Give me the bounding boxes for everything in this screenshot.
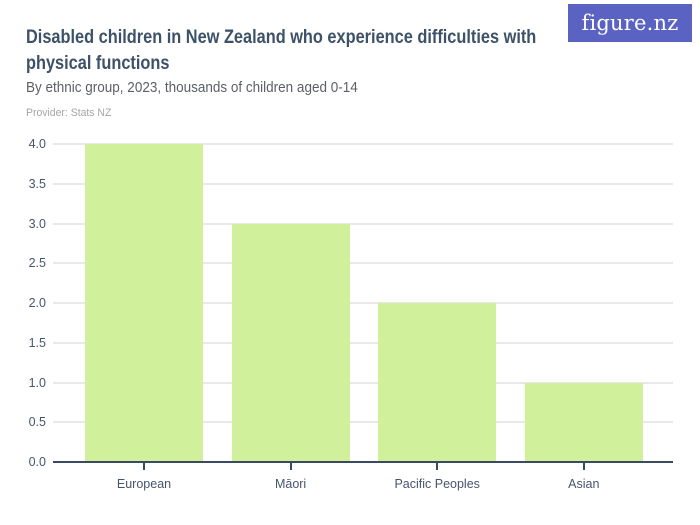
x-axis-tick <box>436 463 439 470</box>
bar-pacific-peoples <box>378 303 497 462</box>
gridline <box>53 341 673 344</box>
x-axis-category-label: Asian <box>568 477 600 491</box>
bar-asian <box>524 382 643 462</box>
x-axis-category-label: Pacific Peoples <box>394 477 480 491</box>
gridline <box>53 143 673 145</box>
y-axis-tick-label: 2.5 <box>28 256 46 271</box>
gridline <box>53 381 673 384</box>
chart-title: Disabled children in New Zealand who exp… <box>26 25 619 77</box>
provider-label: Provider: Stats NZ <box>26 107 112 119</box>
figure-nz-logo-text: figure.nz <box>581 11 679 35</box>
y-axis-tick-label: 1.0 <box>28 375 46 390</box>
y-axis-tick-label: 0.0 <box>28 455 46 469</box>
y-axis-tick-label: 3.5 <box>28 176 46 191</box>
x-axis-line <box>53 461 673 463</box>
y-axis-tick-label: 2.0 <box>28 296 46 310</box>
bar-european <box>85 144 203 462</box>
chart-title-line-1: Disabled children in New Zealand who exp… <box>26 27 537 48</box>
bar-m-ori <box>231 223 350 462</box>
gridline <box>53 421 673 424</box>
gridline <box>53 182 673 185</box>
chart-title-line-2: physical functions <box>26 53 170 74</box>
y-axis-tick-label: 1.5 <box>28 335 46 350</box>
x-axis-tick <box>289 463 292 470</box>
x-axis-category-label: Māori <box>274 477 307 491</box>
x-axis-tick <box>582 463 585 470</box>
y-axis-tick-label: 3.0 <box>28 216 46 231</box>
x-axis-tick <box>143 463 145 470</box>
figure-nz-logo[interactable]: figure.nz <box>568 4 692 42</box>
gridline <box>53 302 673 304</box>
y-axis-tick-label: 0.5 <box>28 415 46 430</box>
chart-subtitle: By ethnic group, 2023, thousands of chil… <box>26 79 358 96</box>
gridline <box>53 262 673 265</box>
y-axis-tick-label: 4.0 <box>28 137 46 151</box>
gridline <box>53 222 673 225</box>
x-axis-category-label: European <box>116 477 172 491</box>
